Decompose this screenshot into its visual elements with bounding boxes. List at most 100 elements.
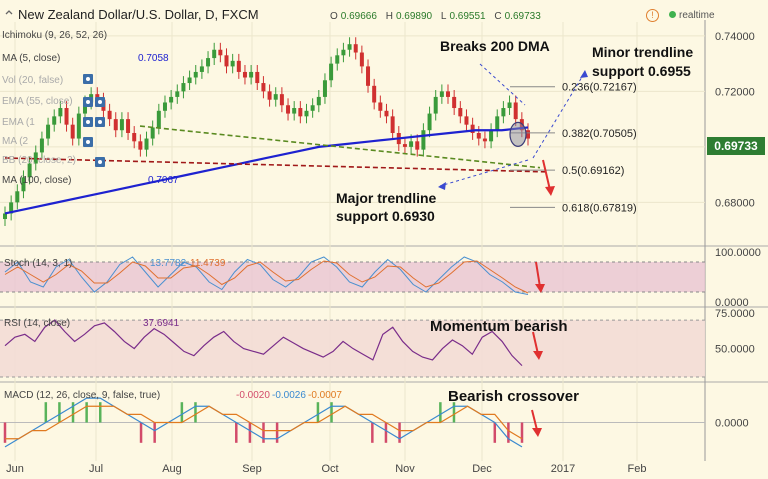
major-trendline: [4, 157, 546, 173]
candle-body: [113, 119, 118, 131]
realtime-status: ! realtime: [646, 9, 715, 22]
bearish-arrow: [542, 159, 551, 191]
annotation-major-trendline-2: support 0.6930: [336, 208, 435, 224]
study-ma100-value: 0.7067: [148, 175, 179, 186]
study-ma[interactable]: MA (2: [2, 136, 29, 147]
candle-body: [199, 66, 204, 72]
bearish-arrow-head: [545, 186, 555, 196]
candle-body: [286, 105, 291, 114]
eye-toggle-icon: [86, 120, 90, 124]
macd-arrow-head: [532, 428, 542, 437]
candle-body: [329, 63, 334, 81]
candle-body: [3, 213, 7, 220]
study-ma5[interactable]: MA (5, close): [2, 53, 61, 64]
candle-body: [230, 60, 235, 67]
annotation-minor-trendline-1: Minor trendline: [592, 44, 694, 60]
candle-body: [310, 105, 315, 111]
macd-tick-label: 0.0000: [715, 418, 749, 430]
candle-body: [292, 108, 297, 114]
candle-body: [150, 127, 155, 139]
fib-level-label: 0.5(0.69162): [562, 165, 624, 177]
candle-body: [169, 96, 174, 103]
symbol-title: New Zealand Dollar/U.S. Dollar, D, FXCM: [18, 7, 259, 22]
candle-body: [446, 91, 451, 97]
x-tick-label: Jul: [89, 463, 103, 475]
candle-body: [482, 138, 487, 142]
rsi-line: [4, 319, 523, 367]
stoch-d-value: 11.4739: [190, 258, 226, 269]
candle-body: [82, 102, 87, 114]
stoch-tick-label: 100.0000: [715, 247, 761, 259]
live-dot-icon: [669, 11, 676, 18]
macd-signal-line: [5, 405, 523, 440]
stoch-title: Stoch (14, 3, 1): [4, 258, 72, 269]
warning-icon[interactable]: !: [646, 9, 659, 22]
study-ma5-value: 0.7058: [138, 53, 169, 64]
x-tick-label: Sep: [242, 463, 262, 475]
candle-body: [458, 108, 463, 117]
candle-body: [132, 133, 137, 142]
macd-signal-value: -0.0007: [308, 390, 342, 401]
candle-body: [46, 124, 51, 139]
rsi-value: 37.6941: [143, 318, 180, 329]
candle-body: [495, 116, 500, 131]
candle-body: [304, 110, 309, 117]
candle-body: [224, 55, 229, 67]
stoch-d-line: [4, 260, 529, 294]
macd-hist-value: -0.0020: [236, 390, 270, 401]
x-tick-label: Jun: [6, 463, 24, 475]
arrow-minor: [532, 71, 586, 159]
x-tick-label: Oct: [321, 463, 338, 475]
candle-body: [144, 138, 149, 150]
candle-body: [218, 49, 223, 56]
candle-body: [347, 44, 352, 50]
candle-body: [316, 96, 321, 106]
annotation-major-trendline-1: Major trendline: [336, 190, 437, 206]
collapse-icon[interactable]: [5, 9, 13, 17]
rsi-tick-label: 75.0000: [715, 308, 755, 320]
study-ema[interactable]: EMA (1: [2, 117, 35, 128]
candle-body: [76, 113, 81, 139]
candle-body: [119, 119, 124, 131]
macd-value: -0.0026: [272, 390, 306, 401]
price-tick-label: 0.68000: [715, 197, 755, 209]
candle-body: [452, 96, 457, 109]
candle-body: [212, 49, 217, 59]
study-vol[interactable]: Vol (20, false): [2, 75, 64, 86]
candle-body: [390, 116, 395, 133]
candle-body: [242, 71, 247, 78]
candle-body: [33, 152, 38, 164]
candle-body: [206, 58, 211, 67]
eye-toggle-icon: [86, 77, 90, 81]
candle-body: [58, 108, 63, 117]
candle-body: [513, 102, 518, 120]
candle-body: [156, 110, 161, 128]
candle-body: [261, 83, 266, 92]
candle-body: [273, 94, 278, 100]
annotation-breaks-200-dma: Breaks 200 DMA: [440, 38, 550, 54]
ohlc-readout: O 0.69666 H 0.69890 L 0.69551 C 0.69733: [330, 11, 541, 22]
study-bb[interactable]: BB (20, close, 2): [2, 155, 76, 166]
study-ema55[interactable]: EMA (55, close): [2, 96, 73, 107]
candle-body: [359, 52, 364, 67]
annotation-momentum-bearish: Momentum bearish: [430, 318, 568, 335]
study-ma100[interactable]: MA (100, close): [2, 175, 72, 186]
macd-arrow: [531, 409, 538, 431]
candle-body: [526, 130, 530, 139]
candle-body: [298, 108, 303, 117]
candle-body: [27, 163, 32, 178]
stoch-arrow: [535, 261, 541, 288]
x-tick-label: Feb: [628, 463, 647, 475]
candle-body: [501, 108, 506, 117]
candle-body: [433, 96, 438, 114]
candle-body: [126, 119, 131, 133]
candle-body: [366, 66, 371, 86]
current-price-badge: 0.69733: [707, 137, 765, 155]
candle-body: [95, 94, 100, 100]
stoch-k-line: [4, 256, 529, 295]
rsi-tick-label: 50.0000: [715, 344, 755, 356]
annotation-minor-trendline-2: support 0.6955: [592, 63, 691, 79]
candle-body: [175, 91, 180, 97]
study-ichimoku[interactable]: Ichimoku (9, 26, 52, 26): [2, 30, 108, 41]
candle-body: [181, 83, 186, 92]
